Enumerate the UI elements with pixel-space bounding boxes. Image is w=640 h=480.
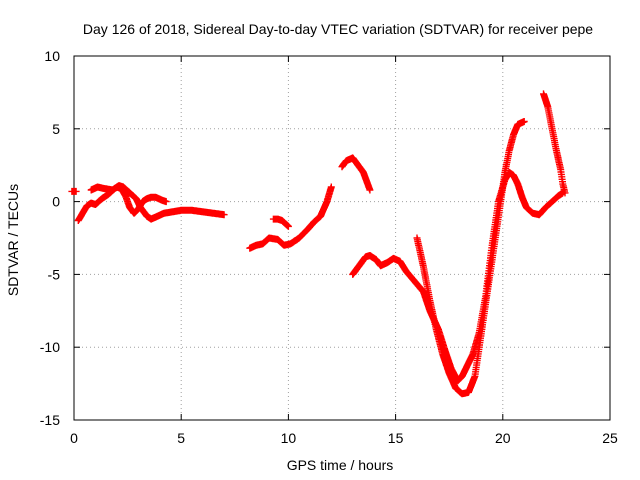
y-tick-labels: 10 5 0 -5 -10 -15 (40, 48, 60, 428)
data-point-markers (540, 90, 569, 197)
data-series-5 (269, 215, 292, 230)
data-point-markers (246, 183, 335, 252)
y-tick-label: -10 (40, 339, 60, 355)
x-tick-label: 10 (281, 430, 297, 446)
x-tick-label: 15 (388, 430, 404, 446)
data-point-markers (68, 187, 80, 195)
data-series-3 (87, 182, 228, 223)
data-series-4 (246, 183, 335, 252)
y-tick-label: -5 (48, 266, 61, 282)
data-point-markers (338, 154, 374, 194)
data-series-6 (338, 154, 374, 194)
data-series-1 (68, 187, 80, 195)
data-series-9 (540, 90, 569, 197)
y-tick-label: 0 (52, 194, 60, 210)
data-point-markers (413, 118, 528, 398)
x-tick-label: 0 (70, 430, 78, 446)
y-tick-label: -15 (40, 412, 60, 428)
x-axis-label: GPS time / hours (287, 457, 394, 473)
data-points (68, 90, 569, 398)
y-axis-label: SDTVAR / TECUs (5, 184, 21, 296)
axis-ticks (73, 55, 611, 421)
x-tick-label: 20 (495, 430, 511, 446)
x-tick-label: 5 (177, 430, 185, 446)
data-series-8 (413, 118, 528, 398)
data-point-markers (349, 169, 567, 385)
x-tick-labels: 0 5 10 15 20 25 (70, 430, 618, 446)
plot-frame (73, 55, 611, 421)
y-tick-label: 10 (44, 48, 60, 64)
data-point-markers (269, 215, 292, 230)
chart-title: Day 126 of 2018, Sidereal Day-to-day VTE… (83, 21, 593, 37)
y-tick-label: 5 (52, 121, 60, 137)
x-tick-label: 25 (602, 430, 618, 446)
data-point-markers (87, 182, 228, 223)
data-series-7 (349, 169, 567, 385)
grid (74, 56, 610, 420)
